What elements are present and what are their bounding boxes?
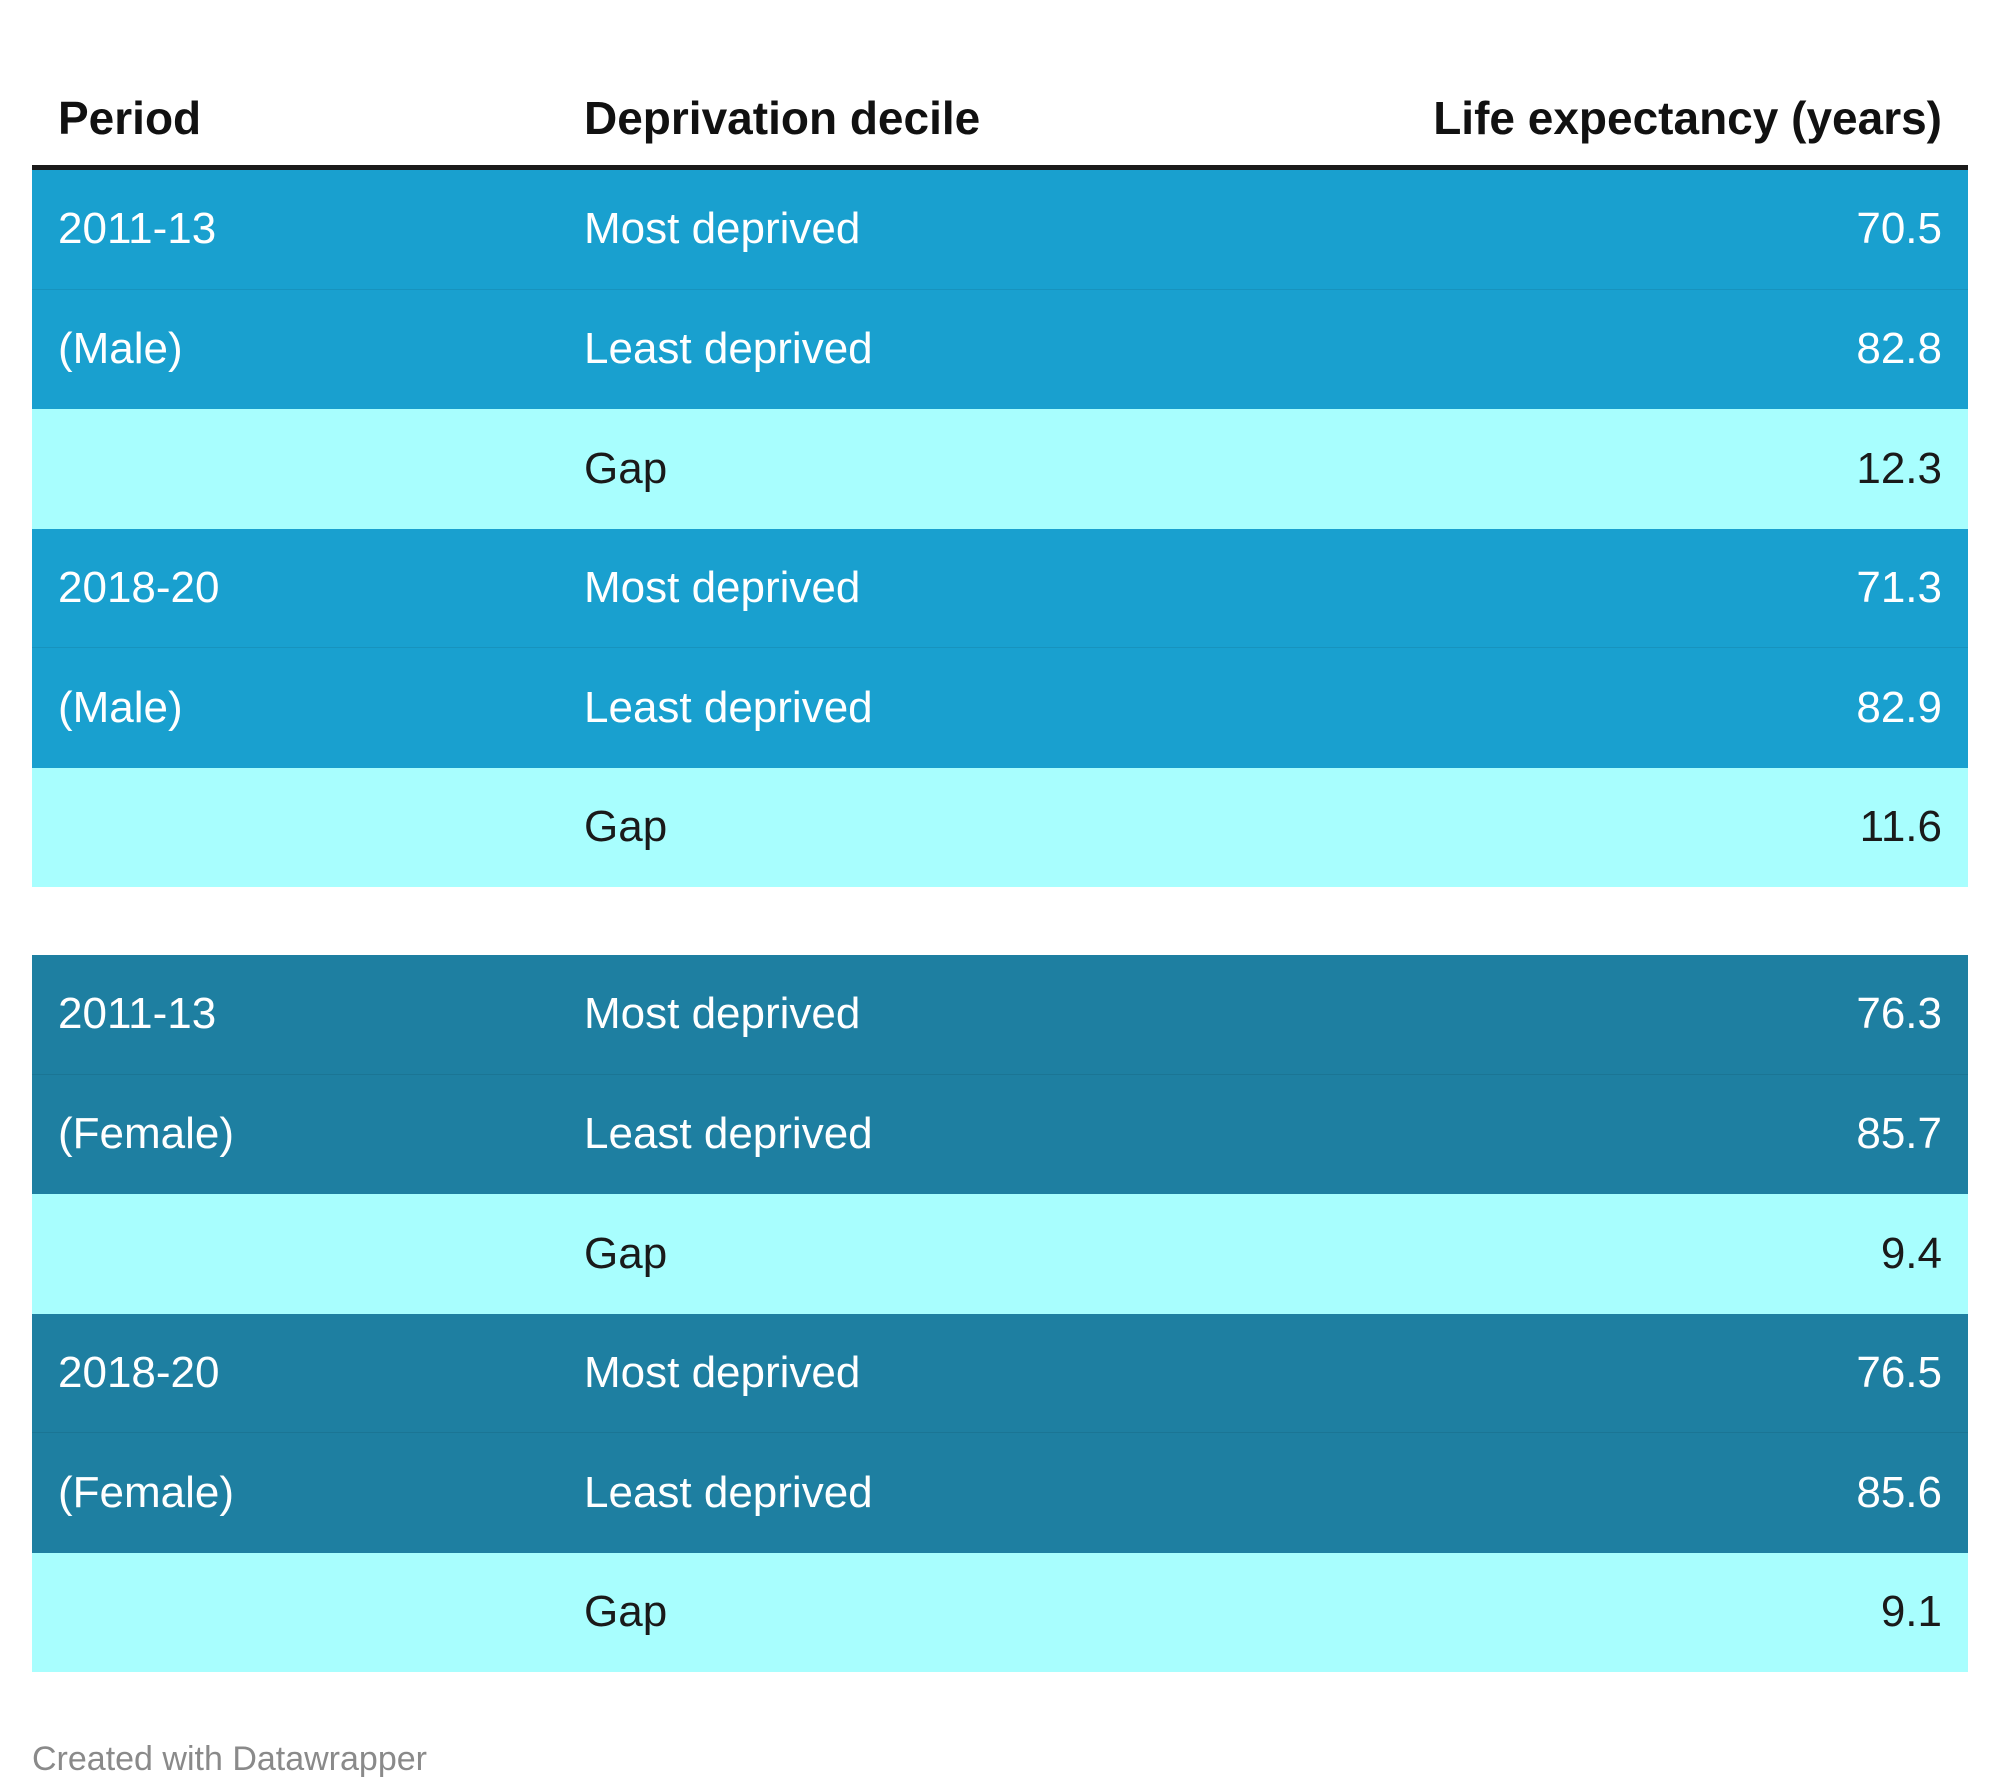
table-row: (Male) Least deprived 82.9 (32, 648, 1968, 768)
table-header: Period Deprivation decile Life expectanc… (32, 70, 1968, 170)
cell-life-expectancy: 85.6 (1856, 1467, 1942, 1517)
table-row: Gap 9.4 (32, 1194, 1968, 1314)
cell-period: 2018-20 (58, 1347, 220, 1397)
cell-period: 2018-20 (58, 562, 220, 612)
cell-period: 2011-13 (58, 989, 217, 1039)
cell-period: (Male) (58, 682, 183, 732)
table-row: (Male) Least deprived 82.8 (32, 289, 1968, 409)
header-period-label: Period (58, 91, 202, 144)
header-decile-label: Deprivation decile (584, 91, 981, 144)
footer-credit: Created with Datawrapper (32, 1740, 427, 1778)
cell-decile: Least deprived (584, 324, 873, 374)
cell-period: (Female) (58, 1109, 235, 1159)
header-cell-period: Period (32, 91, 584, 145)
cell-life-expectancy: 9.4 (1880, 1228, 1942, 1278)
table-body: 2011-13 Most deprived 70.5 (Male) Least depr… (32, 170, 1968, 1672)
cell-decile: Most deprived (584, 204, 861, 254)
cell-life-expectancy: 71.3 (1856, 562, 1942, 612)
cell-decile: Least deprived (584, 1109, 873, 1159)
header-value-label: Life expectancy (years) (1433, 91, 1942, 144)
cell-life-expectancy: 76.3 (1856, 989, 1942, 1039)
cell-life-expectancy: 76.5 (1856, 1347, 1942, 1397)
table-row: 2018-20 Most deprived 76.5 (32, 1313, 1968, 1433)
table-row: Gap 9.1 (32, 1552, 1968, 1672)
life-expectancy-table: Period Deprivation decile Life expectanc… (32, 70, 1968, 1672)
cell-life-expectancy: 12.3 (1856, 443, 1942, 493)
cell-decile: Gap (584, 1587, 668, 1637)
table-row: 2018-20 Most deprived 71.3 (32, 528, 1968, 648)
cell-life-expectancy: 70.5 (1856, 204, 1942, 254)
cell-decile: Gap (584, 1228, 668, 1278)
cell-life-expectancy: 85.7 (1856, 1109, 1942, 1159)
cell-decile: Least deprived (584, 682, 873, 732)
cell-life-expectancy: 82.8 (1856, 324, 1942, 374)
cell-decile: Gap (584, 802, 668, 852)
cell-decile: Most deprived (584, 562, 861, 612)
cell-decile: Most deprived (584, 989, 861, 1039)
cell-life-expectancy: 11.6 (1859, 802, 1942, 852)
header-cell-value: Life expectancy (years) (1284, 91, 1968, 145)
table-row: (Female) Least deprived 85.7 (32, 1074, 1968, 1194)
table-row: 2011-13 Most deprived 76.3 (32, 955, 1968, 1075)
table-row: 2011-13 Most deprived 70.5 (32, 170, 1968, 290)
cell-period: (Male) (58, 324, 183, 374)
cell-decile: Gap (584, 443, 668, 493)
cell-decile: Most deprived (584, 1347, 861, 1397)
cell-decile: Least deprived (584, 1467, 873, 1517)
table-row: Gap 12.3 (32, 409, 1968, 529)
table-row: (Female) Least deprived 85.6 (32, 1433, 1968, 1553)
cell-life-expectancy: 9.1 (1880, 1587, 1942, 1637)
header-cell-decile: Deprivation decile (584, 91, 1284, 145)
group-spacer (32, 887, 1968, 955)
cell-period: 2011-13 (58, 204, 217, 254)
cell-period: (Female) (58, 1467, 235, 1517)
cell-life-expectancy: 82.9 (1856, 682, 1942, 732)
table-row: Gap 11.6 (32, 767, 1968, 887)
